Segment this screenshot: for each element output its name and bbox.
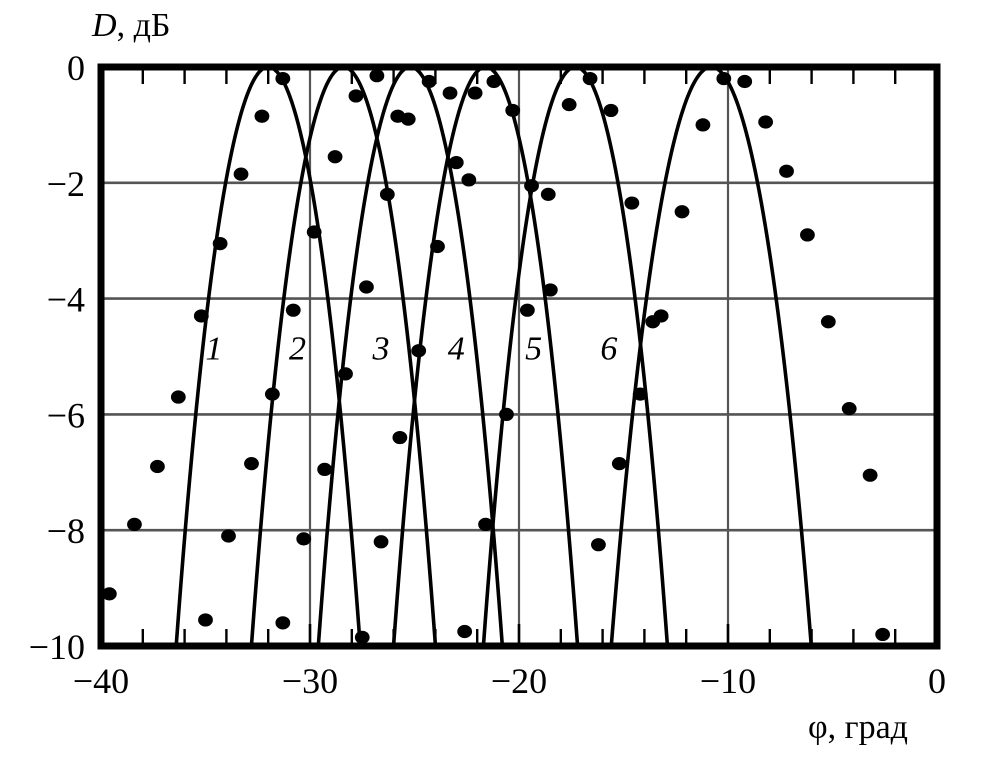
- data-point: [486, 74, 502, 89]
- curve-number-labels: 1 2 3 4 5 6: [205, 330, 617, 367]
- curve-label-5: 5: [525, 330, 542, 367]
- data-point: [127, 517, 142, 532]
- x-tick-label: 0: [928, 661, 946, 701]
- data-point: [674, 205, 690, 219]
- data-point: [359, 280, 374, 294]
- x-axis-tick-labels: −40 −30 −20 −10 0: [73, 661, 946, 701]
- data-point: [448, 155, 464, 170]
- curve-label-4: 4: [448, 330, 465, 367]
- data-point: [603, 103, 619, 118]
- data-point: [540, 187, 556, 201]
- curve-label-2: 2: [289, 330, 306, 367]
- data-point: [233, 167, 249, 181]
- data-point: [862, 468, 878, 482]
- data-point: [150, 459, 165, 474]
- y-tick-label: 0: [67, 48, 85, 88]
- data-point: [379, 187, 395, 201]
- data-point: [695, 118, 711, 132]
- data-point: [430, 239, 445, 254]
- data-point: [400, 112, 416, 126]
- data-point: [800, 228, 815, 242]
- data-point: [461, 173, 477, 187]
- data-point: [478, 517, 493, 532]
- data-point: [737, 74, 753, 89]
- data-point: [348, 89, 364, 103]
- data-point: [264, 387, 280, 401]
- data-point: [841, 402, 857, 416]
- data-point: [467, 86, 483, 100]
- data-point: [338, 367, 353, 381]
- data-point: [519, 303, 535, 317]
- data-point: [779, 164, 794, 178]
- y-tick-label: −8: [47, 511, 85, 551]
- data-point: [875, 627, 891, 642]
- data-point: [505, 103, 521, 118]
- data-point: [212, 236, 228, 251]
- data-point: [244, 457, 259, 471]
- data-point: [193, 309, 209, 323]
- data-point: [254, 109, 270, 123]
- y-tick-label: −6: [47, 395, 85, 435]
- data-point: [104, 587, 117, 601]
- data-point: [275, 616, 291, 630]
- data-point: [632, 387, 648, 401]
- data-point: [820, 315, 836, 329]
- x-tick-label: −30: [282, 661, 338, 701]
- data-point: [561, 98, 577, 112]
- y-tick-label: −10: [29, 627, 85, 667]
- data-point: [354, 630, 370, 643]
- curve-label-3: 3: [372, 330, 390, 367]
- y-tick-label: −4: [47, 280, 85, 320]
- data-point: [758, 115, 774, 129]
- x-tick-label: −20: [491, 661, 547, 701]
- data-point: [442, 86, 458, 100]
- data-point: [421, 74, 437, 89]
- plot-frame: [97, 63, 941, 650]
- data-point: [170, 390, 186, 404]
- data-point: [317, 462, 333, 476]
- data-point: [611, 457, 627, 471]
- data-point: [624, 196, 640, 210]
- data-point: [275, 71, 291, 86]
- data-point: [221, 529, 236, 543]
- data-point: [411, 344, 427, 358]
- y-axis-tick-labels: 0 −2 −4 −6 −8 −10: [29, 48, 85, 667]
- y-axis-label: D, дБ: [91, 7, 170, 44]
- y-tick-label: −2: [47, 164, 85, 204]
- data-point: [369, 70, 385, 83]
- data-point: [582, 71, 598, 86]
- data-point: [373, 535, 389, 549]
- x-tick-label: −10: [700, 661, 756, 701]
- data-point: [198, 613, 213, 627]
- data-point: [542, 283, 558, 297]
- curve-label-6: 6: [600, 330, 617, 367]
- gridlines: [101, 67, 937, 646]
- data-point-markers: [104, 70, 891, 643]
- data-point: [296, 532, 312, 546]
- data-point: [285, 303, 301, 317]
- x-tick-label: −40: [73, 661, 129, 701]
- data-point: [392, 430, 408, 445]
- curve-label-1: 1: [205, 330, 222, 367]
- data-point: [591, 538, 606, 552]
- x-axis-label: φ, град: [808, 709, 908, 746]
- data-point: [327, 150, 343, 164]
- data-point: [653, 309, 669, 323]
- data-point: [524, 179, 539, 193]
- data-point: [306, 225, 322, 239]
- data-point: [716, 71, 732, 86]
- data-point: [457, 624, 473, 639]
- data-point: [499, 407, 514, 421]
